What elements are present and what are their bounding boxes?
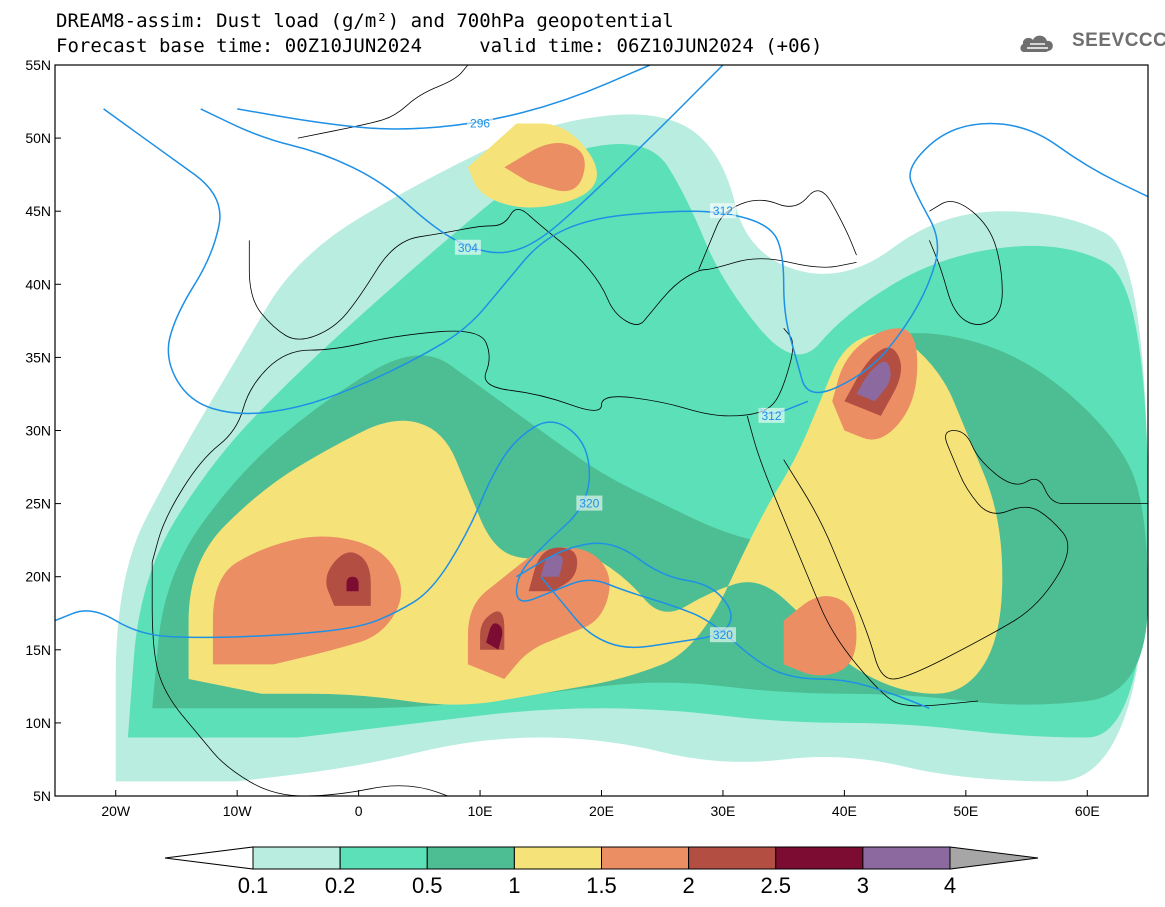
coastline-west-africa — [151, 562, 449, 796]
colorbar-box — [862, 846, 951, 870]
dust-region-level-5 — [504, 142, 585, 192]
y-tick-label: 20N — [25, 569, 51, 585]
y-tick-label: 30N — [25, 423, 51, 439]
x-tick-label: 10W — [223, 803, 253, 819]
colorbar-box — [339, 846, 428, 870]
colorbar-label: 3 — [857, 873, 869, 898]
y-tick-label: 35N — [25, 349, 51, 365]
contour-line-312 — [103, 108, 1148, 415]
x-tick-label: 20E — [589, 803, 614, 819]
y-tick-label: 45N — [25, 203, 51, 219]
colorbar-label: 1 — [508, 873, 520, 898]
dust-region-level-7 — [346, 576, 359, 592]
dust-region-level-7 — [486, 623, 503, 650]
coastline-red-sea-west — [746, 415, 979, 707]
colorbar-label: 0.5 — [412, 873, 443, 898]
logo-text: SEEVCCC — [1072, 30, 1165, 51]
y-tick-label: 25N — [25, 496, 51, 512]
colorbar-low-triangle — [164, 846, 254, 870]
contour-label-bg — [709, 627, 736, 643]
colorbar-label: 2.5 — [760, 873, 791, 898]
y-tick-label: 50N — [25, 130, 51, 146]
contour-line-304 — [200, 65, 724, 254]
dust-region-level-8 — [856, 361, 891, 402]
colorbar-box — [513, 846, 602, 870]
geopotential-contour-layer: 296 304 312 312 320 320 — [55, 65, 1148, 709]
x-tick-label: 10E — [468, 803, 493, 819]
contour-label-304: 304 — [458, 241, 478, 255]
map-title-line-2: Forecast base time: 00Z10JUN2024 valid t… — [56, 35, 823, 57]
x-axis-ticks: 20W 10W 0 10E 20E 30E 40E 50E 60E — [101, 790, 1100, 819]
contour-label-bg — [576, 495, 603, 511]
y-tick-label: 10N — [25, 715, 51, 731]
colorbar-box — [601, 846, 690, 870]
x-tick-label: 20W — [101, 803, 131, 819]
x-tick-label: 40E — [832, 803, 857, 819]
cloud-logo-icon — [1020, 35, 1053, 52]
contour-label-312: 312 — [762, 409, 782, 423]
contour-label-bg — [467, 115, 494, 131]
colorbar: 0.1 0.2 0.5 1 1.5 2 2.5 3 4 — [164, 846, 1039, 898]
y-axis-ticks: 5N 10N 15N 20N 25N 30N 35N 40N 45N 50N 55N — [25, 57, 61, 804]
colorbar-label: 1.5 — [586, 873, 617, 898]
colorbar-box — [688, 846, 777, 870]
x-tick-label: 50E — [953, 803, 978, 819]
contour-label-bg — [709, 203, 736, 219]
colorbar-label: 2 — [683, 873, 695, 898]
contour-label-320: 320 — [713, 628, 733, 642]
y-tick-label: 15N — [25, 642, 51, 658]
contour-label-bg — [758, 407, 785, 423]
x-tick-label: 30E — [710, 803, 735, 819]
contour-label-bg — [454, 239, 481, 255]
y-tick-label: 40N — [25, 276, 51, 292]
colorbar-box — [426, 846, 515, 870]
colorbar-box — [775, 846, 864, 870]
contour-label-312: 312 — [713, 204, 733, 218]
coastline-red-sea-east — [783, 430, 1148, 680]
colorbar-box — [252, 846, 341, 870]
colorbar-label: 0.1 — [238, 873, 269, 898]
colorbar-high-triangle — [949, 846, 1039, 870]
contour-label-320: 320 — [579, 497, 599, 511]
dust-layer — [115, 114, 1148, 782]
coastline-black-sea — [698, 190, 857, 270]
colorbar-label: 0.2 — [325, 873, 356, 898]
dust-region-level-5 — [783, 596, 857, 676]
coastline-caspian — [929, 201, 1003, 325]
x-tick-label: 60E — [1075, 803, 1100, 819]
contour-line-296 — [237, 65, 651, 130]
y-tick-label: 55N — [25, 57, 51, 73]
y-tick-label: 5N — [33, 788, 51, 804]
coastline-europe-africa-west — [248, 209, 857, 340]
contour-label-296: 296 — [470, 116, 490, 130]
coastline-north-africa — [151, 327, 794, 563]
coastline-north-sea — [297, 65, 469, 139]
colorbar-label: 4 — [944, 873, 956, 898]
coastline-layer — [151, 65, 1148, 796]
x-tick-label: 0 — [355, 803, 363, 819]
dust-region-level-8 — [540, 554, 563, 577]
contour-line-320 — [516, 542, 732, 649]
map-title-line-1: DREAM8-assim: Dust load (g/m²) and 700hP… — [56, 10, 674, 32]
